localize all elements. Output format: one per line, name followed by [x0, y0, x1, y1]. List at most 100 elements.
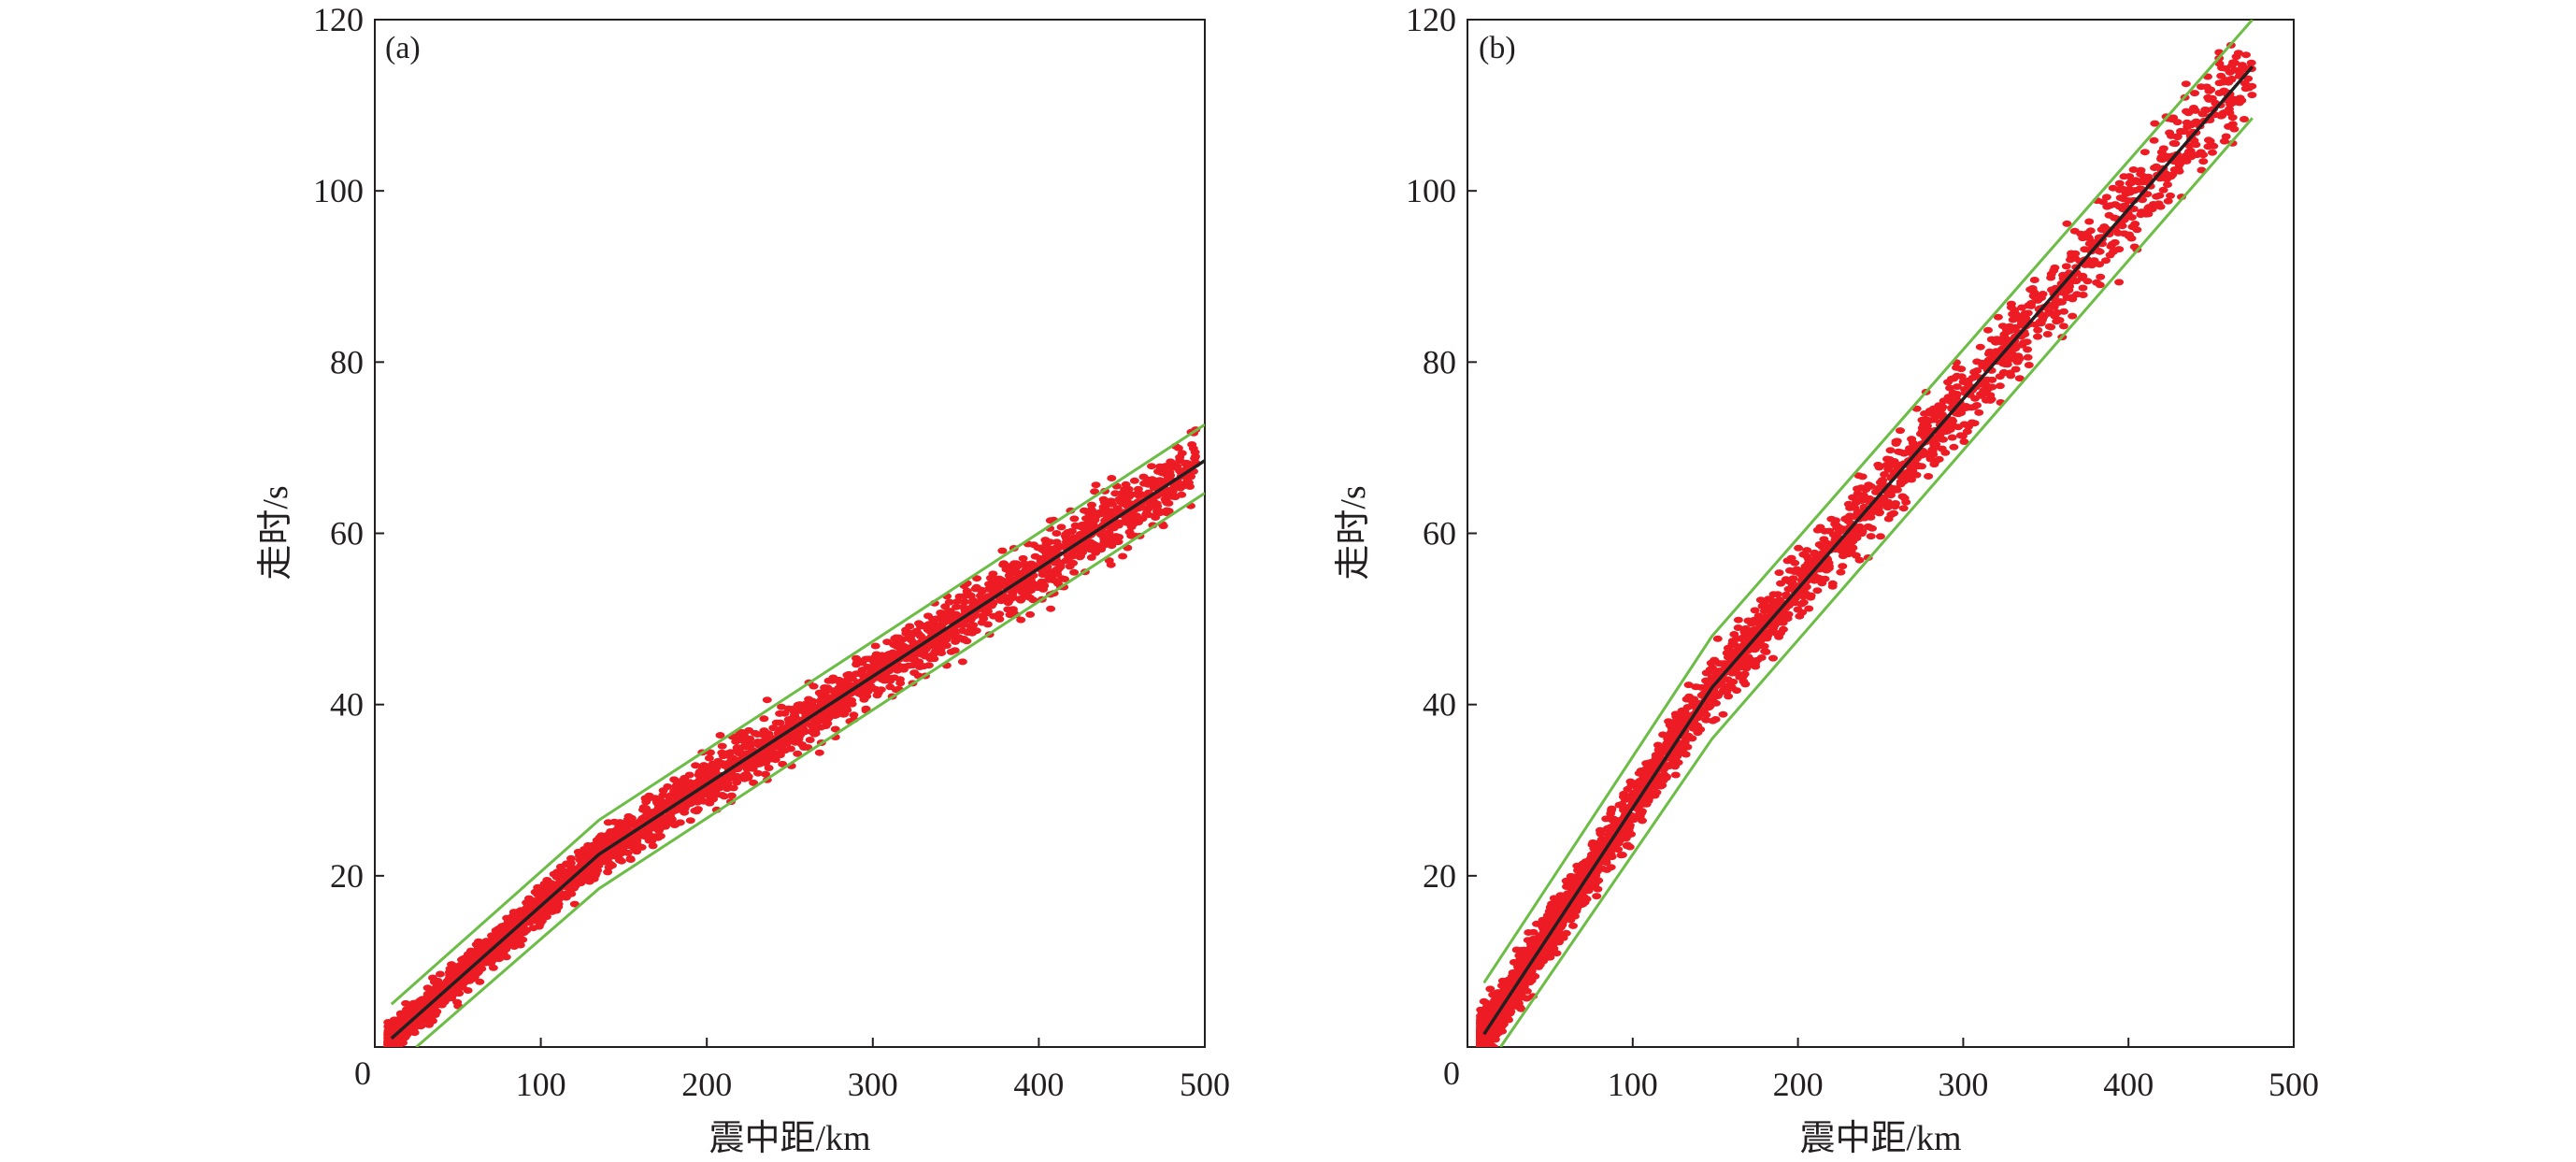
scatter-point: [1118, 552, 1128, 560]
scatter-point: [414, 1017, 424, 1025]
scatter-point: [919, 663, 929, 670]
scatter-point: [940, 603, 951, 610]
scatter-point: [870, 642, 880, 650]
scatter-point: [1011, 568, 1022, 576]
panel-label: (b): [1479, 31, 1516, 65]
scatter-point: [830, 725, 840, 733]
scatter-point: [864, 655, 874, 663]
scatter-point: [1143, 511, 1153, 519]
scatter-point: [387, 1048, 396, 1054]
scatter-point: [919, 648, 929, 655]
scatter-point: [988, 570, 998, 578]
scatter-point: [1477, 1052, 1486, 1058]
scatter-point: [475, 978, 485, 985]
scatter-point: [2095, 281, 2105, 289]
scatter-point: [600, 858, 609, 866]
scatter-point: [1123, 517, 1134, 524]
scatter-point: [429, 1003, 439, 1011]
scatter-point: [427, 1017, 437, 1025]
scatter-point: [1023, 563, 1033, 570]
scatter-point: [426, 1010, 436, 1017]
scatter-point: [1476, 1050, 1485, 1056]
scatter-point: [1124, 528, 1135, 536]
scatter-point: [842, 671, 852, 679]
y-tick-label: 120: [313, 1, 364, 38]
scatter-point: [998, 560, 1009, 567]
y-tick-label: 100: [313, 172, 364, 209]
scatter-point: [1016, 596, 1026, 604]
scatter-point: [1069, 515, 1080, 523]
scatter-point: [1482, 1057, 1492, 1064]
scatter-point: [498, 950, 508, 957]
origin-tick-label: 0: [354, 1054, 371, 1092]
scatter-point: [1110, 490, 1121, 497]
scatter-point: [983, 585, 994, 593]
scatter-point: [876, 661, 886, 668]
scatter-point: [1476, 1049, 1485, 1055]
scatter-point: [1098, 503, 1109, 510]
scatter-point: [911, 627, 922, 635]
scatter-point: [810, 727, 821, 735]
scatter-point: [898, 663, 909, 670]
scatter-point: [643, 813, 653, 821]
scatter-point: [570, 882, 580, 889]
scatter-point: [631, 822, 640, 829]
scatter-point: [1063, 552, 1073, 559]
scatter-point: [1074, 552, 1084, 560]
scatter-point: [750, 729, 760, 737]
scatter-point: [718, 760, 728, 767]
scatter-point: [648, 842, 658, 850]
scatter-point: [794, 701, 805, 709]
scatter-point: [957, 658, 967, 666]
scatter-point: [762, 696, 772, 704]
scatter-point: [1177, 450, 1187, 457]
scatter-point: [611, 833, 622, 840]
scatter-point: [934, 644, 944, 651]
scatter-point: [1592, 893, 1602, 900]
scatter-point: [778, 746, 788, 753]
y-tick-label: 100: [1406, 172, 1456, 209]
scatter-point: [2208, 149, 2217, 156]
scatter-point: [740, 741, 751, 749]
scatter-point: [759, 715, 769, 723]
scatter-point: [1164, 508, 1174, 515]
scatter-point: [535, 920, 545, 927]
y-tick-label: 120: [1406, 1, 1456, 38]
scatter-point: [1480, 1049, 1489, 1055]
scatter-point: [937, 622, 947, 628]
scatter-point: [784, 719, 794, 726]
scatter-point: [972, 575, 982, 582]
scatter-point: [928, 618, 938, 624]
scatter-point: [1129, 477, 1139, 484]
scatter-point: [1056, 524, 1066, 531]
scatter-point: [824, 709, 835, 716]
scatter-point: [885, 683, 895, 691]
x-tick-label: 300: [1938, 1066, 1988, 1103]
scatter-point: [828, 687, 838, 695]
y-axis-title: 走时/s: [1334, 485, 1373, 580]
scatter-point: [1044, 545, 1054, 552]
scatter-point: [938, 613, 949, 621]
scatter-point: [1476, 1049, 1485, 1055]
scatter-point: [384, 1049, 394, 1055]
scatter-point: [996, 577, 1007, 584]
scatter-point: [1161, 470, 1171, 478]
scatter-point: [671, 788, 681, 796]
panel-a: (a) 震中距/km 走时/s 0 100 200 300 400 5002040608…: [256, 1, 1230, 1158]
scatter-point: [690, 807, 700, 814]
scatter-point: [935, 636, 944, 643]
scatter-point: [1139, 480, 1149, 487]
scatter-point: [753, 769, 763, 777]
scatter-point: [2128, 166, 2139, 173]
scatter-point: [1477, 1058, 1486, 1065]
scatter-point: [1003, 599, 1013, 607]
y-tick-label: 60: [1423, 515, 1456, 552]
scatter-point: [437, 998, 448, 1006]
lower-bound-line: [415, 492, 1205, 1047]
scatter-point: [1477, 1048, 1486, 1054]
scatter-point: [383, 1050, 393, 1056]
scatter-point: [551, 870, 561, 878]
scatter-point: [663, 783, 673, 790]
scatter-point: [474, 952, 484, 958]
